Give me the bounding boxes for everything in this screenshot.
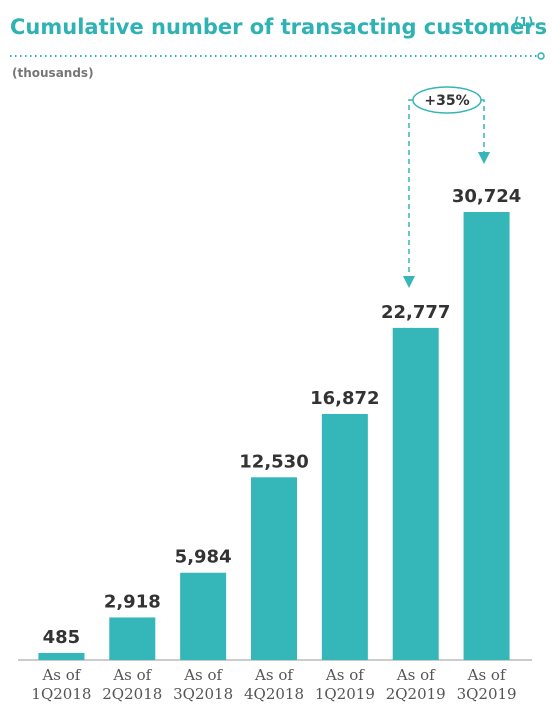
title-footnote: (1) [514,15,533,29]
tick-label-line: 4Q2018 [244,685,304,703]
growth-annotation: +35% [403,86,490,288]
value-label: 12,530 [239,451,308,472]
value-label: 30,724 [452,186,521,207]
bar [109,617,156,660]
tick-label-line: 1Q2018 [31,685,91,703]
annotation-arrow [408,99,413,282]
tick-label-line: As of [41,666,81,684]
tick-label-line: As of [112,666,152,684]
tick-label-line: 3Q2019 [457,685,517,703]
value-label: 485 [43,627,81,648]
bar [180,572,227,660]
x-tick-label: As of 2Q2018 [102,666,162,703]
arrow-head [478,152,490,164]
x-tick-label: As of 3Q2019 [457,666,517,703]
bar [392,327,439,660]
chart-subtitle: (thousands) [12,66,94,80]
x-tick-label: As of 1Q2019 [315,666,375,703]
x-tick-label: As of 4Q2018 [244,666,304,703]
tick-label-line: 1Q2019 [315,685,375,703]
bar [463,212,510,660]
tick-label-line: 3Q2018 [173,685,233,703]
tick-label-line: As of [467,666,507,684]
tick-label-line: 2Q2018 [102,685,162,703]
value-label: 5,984 [175,547,232,568]
tick-label-line: As of [325,666,365,684]
annotation-text: +35% [424,93,469,109]
tick-label-line: As of [396,666,436,684]
value-label: 16,872 [310,388,379,409]
tick-label-line: 2Q2019 [386,685,446,703]
bar [251,477,297,660]
x-tick-label: As of 2Q2019 [386,666,446,703]
value-label: 22,777 [381,302,450,323]
value-label: 2,918 [104,591,161,612]
rule-end [537,52,545,60]
bar [321,413,368,660]
bar [38,652,85,660]
x-tick-label: As of 1Q2018 [31,666,91,703]
x-tick-label: As of 3Q2018 [173,666,233,703]
arrow-head [403,276,415,288]
tick-label-line: As of [183,666,223,684]
tick-label-line: As of [254,666,294,684]
annotation-arrow [481,99,485,158]
chart-title: Cumulative number of transacting custome… [10,15,547,39]
